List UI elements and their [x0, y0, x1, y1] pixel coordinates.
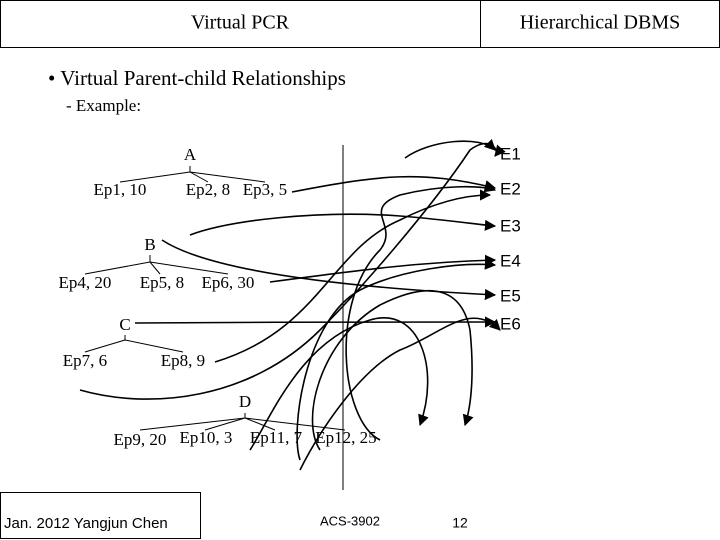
bullet: • Virtual Parent-child Relationships	[48, 66, 346, 90]
node-child: Ep2, 8	[186, 180, 230, 199]
tree-edges	[84, 166, 346, 431]
node-child: Ep6, 30	[202, 273, 255, 292]
node-child: Ep8, 9	[161, 351, 205, 370]
node-child: Ep11, 7	[250, 428, 303, 447]
footer-course: ACS-3902	[320, 513, 380, 528]
node-child: Ep5, 8	[140, 273, 184, 292]
footer-box	[0, 492, 201, 539]
node-child: Ep10, 3	[180, 428, 233, 447]
target-label: E4	[500, 251, 521, 270]
header-left-box	[0, 0, 481, 48]
node-child: Ep1, 10	[94, 180, 147, 199]
node-child: Ep3, 5	[243, 180, 287, 199]
node-label: A	[184, 145, 197, 164]
target-label: E2	[500, 179, 521, 198]
header-right-box	[480, 0, 720, 48]
target-label: E5	[500, 286, 521, 305]
node-child: Ep4, 20	[59, 273, 112, 292]
target-label: E1	[500, 144, 521, 163]
node-label: B	[144, 235, 155, 254]
target-label: E3	[500, 216, 521, 235]
node-label: D	[239, 392, 251, 411]
footer-author: Jan. 2012 Yangjun Chen	[4, 515, 168, 532]
target-label: E6	[500, 314, 521, 333]
node-child: Ep12, 25	[315, 428, 376, 447]
header-section: Hierarchical DBMS	[520, 12, 681, 34]
page-number: 12	[452, 515, 468, 531]
node-label: C	[119, 315, 130, 334]
header-title: Virtual PCR	[191, 12, 290, 34]
node-child: Ep7, 6	[63, 351, 107, 370]
pointer-arrows	[79, 138, 506, 471]
sub-bullet: - Example:	[66, 96, 141, 115]
node-child: Ep9, 20	[114, 430, 167, 449]
